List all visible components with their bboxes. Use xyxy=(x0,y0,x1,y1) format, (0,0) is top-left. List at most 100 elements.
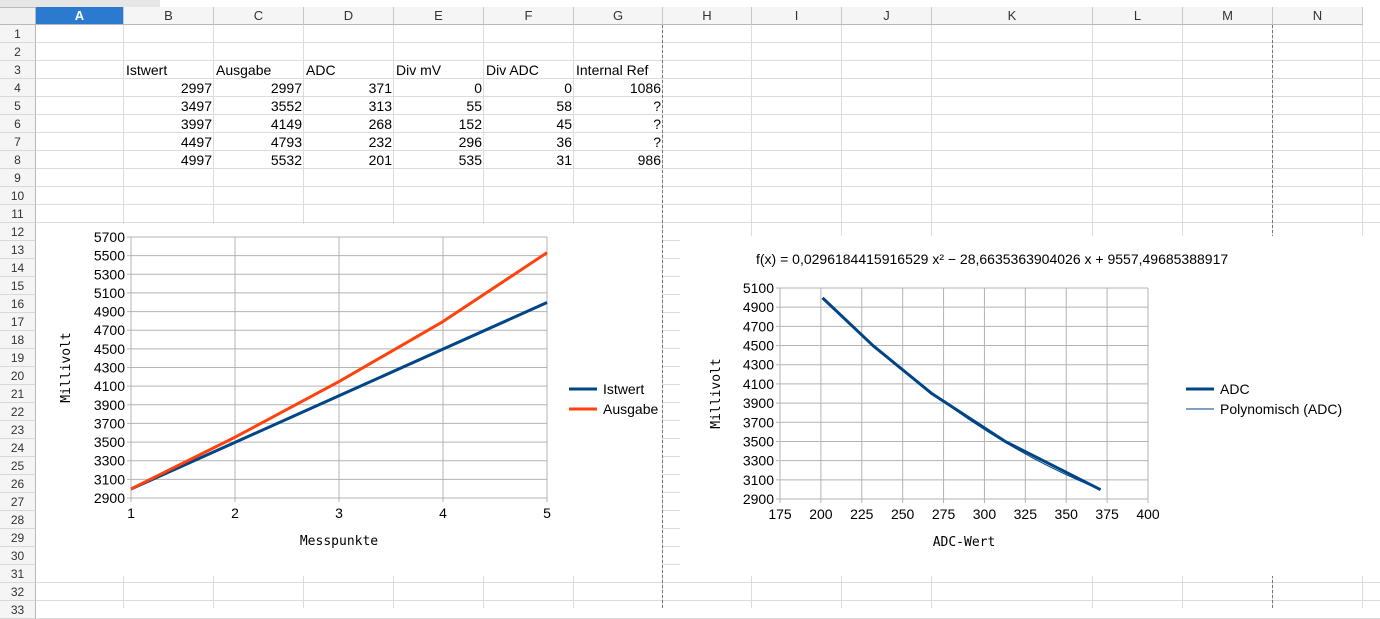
row-header-1[interactable]: 1 xyxy=(0,25,36,43)
table-cell[interactable]: 5532 xyxy=(270,152,302,168)
table-cell[interactable]: 58 xyxy=(556,98,572,114)
row-header-29[interactable]: 29 xyxy=(0,529,36,547)
row-header-3[interactable]: 3 xyxy=(0,61,36,79)
table-cell[interactable]: 986 xyxy=(637,152,661,168)
table-cell[interactable]: 152 xyxy=(458,116,482,132)
table-header-cell[interactable]: ADC xyxy=(306,62,336,78)
row-header-16[interactable]: 16 xyxy=(0,295,36,313)
table-cell[interactable]: 535 xyxy=(458,152,482,168)
row-header-10[interactable]: 10 xyxy=(0,187,36,205)
table-header-cell[interactable]: Div ADC xyxy=(486,62,539,78)
table-cell[interactable]: 3552 xyxy=(270,98,302,114)
row-header-30[interactable]: 30 xyxy=(0,547,36,565)
row-header-14[interactable]: 14 xyxy=(0,259,36,277)
table-header-cell[interactable]: Div mV xyxy=(396,62,442,78)
table-cell[interactable]: 3497 xyxy=(180,98,212,114)
table-cell[interactable]: 4997 xyxy=(180,152,212,168)
y-tick-label: 5700 xyxy=(94,229,125,245)
column-header-d[interactable]: D xyxy=(304,7,394,25)
column-header-m[interactable]: M xyxy=(1183,7,1273,25)
legend-label: ADC xyxy=(1220,381,1250,397)
table-cell[interactable]: 296 xyxy=(458,134,482,150)
column-header-f[interactable]: F xyxy=(484,7,574,25)
table-cell[interactable]: 201 xyxy=(368,152,392,168)
chart-area-1 xyxy=(36,224,662,576)
row-header-26[interactable]: 26 xyxy=(0,475,36,493)
row-header-22[interactable]: 22 xyxy=(0,403,36,421)
column-header-g[interactable]: G xyxy=(574,7,663,25)
column-header-a[interactable]: A xyxy=(36,7,124,25)
table-cell[interactable]: 2997 xyxy=(180,80,212,96)
table-header-cell[interactable]: Istwert xyxy=(126,62,168,78)
table-cell[interactable]: 31 xyxy=(556,152,572,168)
row-header-23[interactable]: 23 xyxy=(0,421,36,439)
row-header-4[interactable]: 4 xyxy=(0,79,36,97)
column-header-j[interactable]: J xyxy=(842,7,932,25)
row-header-28[interactable]: 28 xyxy=(0,511,36,529)
row-header-32[interactable]: 32 xyxy=(0,583,36,601)
row-header-15[interactable]: 15 xyxy=(0,277,36,295)
table-cell[interactable]: ? xyxy=(653,116,661,132)
column-header-n[interactable]: N xyxy=(1273,7,1363,25)
table-cell[interactable]: 36 xyxy=(556,134,572,150)
line-chart-adc[interactable]: 2900 3100 3300 3500 3700 3900 4100 4300 4500 4700… xyxy=(674,236,1380,576)
x-tick-label: 375 xyxy=(1095,506,1119,522)
y-tick-label: 5300 xyxy=(94,266,125,282)
x-tick-label: 350 xyxy=(1055,506,1079,522)
row-header-25[interactable]: 25 xyxy=(0,457,36,475)
row-header-13[interactable]: 13 xyxy=(0,241,36,259)
column-header-e[interactable]: E xyxy=(394,7,484,25)
column-header-k[interactable]: K xyxy=(932,7,1093,25)
column-header-l[interactable]: L xyxy=(1093,7,1183,25)
row-header-21[interactable]: 21 xyxy=(0,385,36,403)
table-cell[interactable]: ? xyxy=(653,98,661,114)
table-cell[interactable]: 1086 xyxy=(629,80,661,96)
row-header-12[interactable]: 12 xyxy=(0,223,36,241)
row-header-5[interactable]: 5 xyxy=(0,97,36,115)
row-header-33[interactable]: 33 xyxy=(0,601,36,619)
table-header-cell[interactable]: Internal Ref xyxy=(576,62,649,78)
table-cell[interactable]: 3997 xyxy=(180,116,212,132)
grid-line-row xyxy=(36,132,1380,133)
y-tick-label: 4700 xyxy=(94,322,125,338)
table-cell[interactable]: 0 xyxy=(474,80,482,96)
row-header-31[interactable]: 31 xyxy=(0,565,36,583)
table-cell[interactable]: 4149 xyxy=(270,116,302,132)
row-header-7[interactable]: 7 xyxy=(0,133,36,151)
row-header-24[interactable]: 24 xyxy=(0,439,36,457)
select-all-corner[interactable] xyxy=(0,7,36,25)
table-cell[interactable]: 371 xyxy=(368,80,392,96)
table-cell[interactable]: 45 xyxy=(556,116,572,132)
table-cell[interactable]: 0 xyxy=(564,80,572,96)
column-header-i[interactable]: I xyxy=(752,7,842,25)
row-header-8[interactable]: 8 xyxy=(0,151,36,169)
row-header-20[interactable]: 20 xyxy=(0,367,36,385)
y-tick-label: 3300 xyxy=(743,453,774,469)
grid-line-row xyxy=(36,222,1380,223)
row-header-11[interactable]: 11 xyxy=(0,205,36,223)
table-cell[interactable]: ? xyxy=(653,134,661,150)
line-chart-istwert-ausgabe[interactable]: 2900 3100 3300 3500 3700 3900 4100 4300 4500 4700… xyxy=(36,224,662,576)
y-tick-label: 3100 xyxy=(94,471,125,487)
column-header-c[interactable]: C xyxy=(214,7,304,25)
row-header-27[interactable]: 27 xyxy=(0,493,36,511)
column-header-b[interactable]: B xyxy=(124,7,214,25)
row-header-17[interactable]: 17 xyxy=(0,313,36,331)
row-header-9[interactable]: 9 xyxy=(0,169,36,187)
row-header-19[interactable]: 19 xyxy=(0,349,36,367)
table-cell[interactable]: 313 xyxy=(368,98,392,114)
table-cell[interactable]: 268 xyxy=(368,116,392,132)
row-header-6[interactable]: 6 xyxy=(0,115,36,133)
row-header-18[interactable]: 18 xyxy=(0,331,36,349)
table-cell[interactable]: 55 xyxy=(466,98,482,114)
table-cell[interactable]: 4793 xyxy=(270,134,302,150)
x-tick-label: 275 xyxy=(932,506,956,522)
table-cell[interactable]: 232 xyxy=(368,134,392,150)
table-cell[interactable]: 2997 xyxy=(270,80,302,96)
column-header-h[interactable]: H xyxy=(663,7,752,25)
table-cell[interactable]: 4497 xyxy=(180,134,212,150)
table-header-cell[interactable]: Ausgabe xyxy=(216,62,272,78)
row-header-2[interactable]: 2 xyxy=(0,43,36,61)
x-tick-label: 2 xyxy=(231,505,239,521)
